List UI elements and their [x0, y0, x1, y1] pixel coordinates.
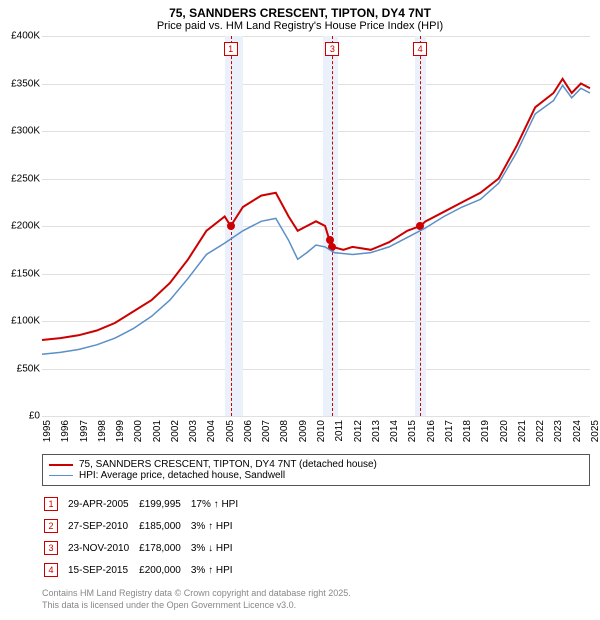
- y-tick-label: £50K: [0, 363, 40, 374]
- legend-label: HPI: Average price, detached house, Sand…: [79, 470, 285, 481]
- sale-pct: 3% ↑ HPI: [191, 516, 246, 536]
- chart-subtitle: Price paid vs. HM Land Registry's House …: [0, 20, 600, 36]
- sale-price: £200,000: [139, 560, 189, 580]
- sale-date: 29-APR-2005: [68, 494, 137, 514]
- legend-row: HPI: Average price, detached house, Sand…: [49, 470, 583, 481]
- y-tick-label: £350K: [0, 78, 40, 89]
- sales-table: 129-APR-2005£199,99517% ↑ HPI227-SEP-201…: [42, 492, 248, 582]
- series-line: [42, 85, 590, 354]
- sale-price: £178,000: [139, 538, 189, 558]
- footer-attribution: Contains HM Land Registry data © Crown c…: [42, 588, 590, 611]
- y-tick-label: £400K: [0, 31, 40, 42]
- footer-line-1: Contains HM Land Registry data © Crown c…: [42, 588, 590, 600]
- legend-swatch: [49, 475, 73, 476]
- y-tick-label: £300K: [0, 126, 40, 137]
- sale-pct: 17% ↑ HPI: [191, 494, 246, 514]
- table-row: 415-SEP-2015£200,0003% ↑ HPI: [44, 560, 246, 580]
- chart-title: 75, SANNDERS CRESCENT, TIPTON, DY4 7NT: [0, 0, 600, 20]
- sale-index: 1: [44, 494, 66, 514]
- sale-pct: 3% ↓ HPI: [191, 538, 246, 558]
- footer-line-2: This data is licensed under the Open Gov…: [42, 600, 590, 612]
- sale-index: 3: [44, 538, 66, 558]
- x-tick-label: 2025: [590, 420, 600, 442]
- y-tick-label: £250K: [0, 173, 40, 184]
- legend: 75, SANNDERS CRESCENT, TIPTON, DY4 7NT (…: [42, 454, 590, 486]
- table-row: 323-NOV-2010£178,0003% ↓ HPI: [44, 538, 246, 558]
- chart-plot-area: £0£50K£100K£150K£200K£250K£300K£350K£400…: [42, 36, 590, 416]
- y-tick-label: £200K: [0, 221, 40, 232]
- sale-index: 4: [44, 560, 66, 580]
- table-row: 227-SEP-2010£185,0003% ↑ HPI: [44, 516, 246, 536]
- sale-pct: 3% ↑ HPI: [191, 560, 246, 580]
- legend-row: 75, SANNDERS CRESCENT, TIPTON, DY4 7NT (…: [49, 459, 583, 470]
- sale-price: £185,000: [139, 516, 189, 536]
- y-tick-label: £100K: [0, 316, 40, 327]
- y-tick-label: £0: [0, 411, 40, 422]
- y-tick-label: £150K: [0, 268, 40, 279]
- series-line: [42, 79, 590, 340]
- sale-date: 15-SEP-2015: [68, 560, 137, 580]
- sale-date: 23-NOV-2010: [68, 538, 137, 558]
- table-row: 129-APR-2005£199,99517% ↑ HPI: [44, 494, 246, 514]
- sale-index: 2: [44, 516, 66, 536]
- legend-label: 75, SANNDERS CRESCENT, TIPTON, DY4 7NT (…: [79, 459, 377, 470]
- legend-swatch: [49, 464, 73, 466]
- sale-date: 27-SEP-2010: [68, 516, 137, 536]
- sale-price: £199,995: [139, 494, 189, 514]
- x-axis: 1995199619971998199920002001200220032004…: [42, 416, 590, 450]
